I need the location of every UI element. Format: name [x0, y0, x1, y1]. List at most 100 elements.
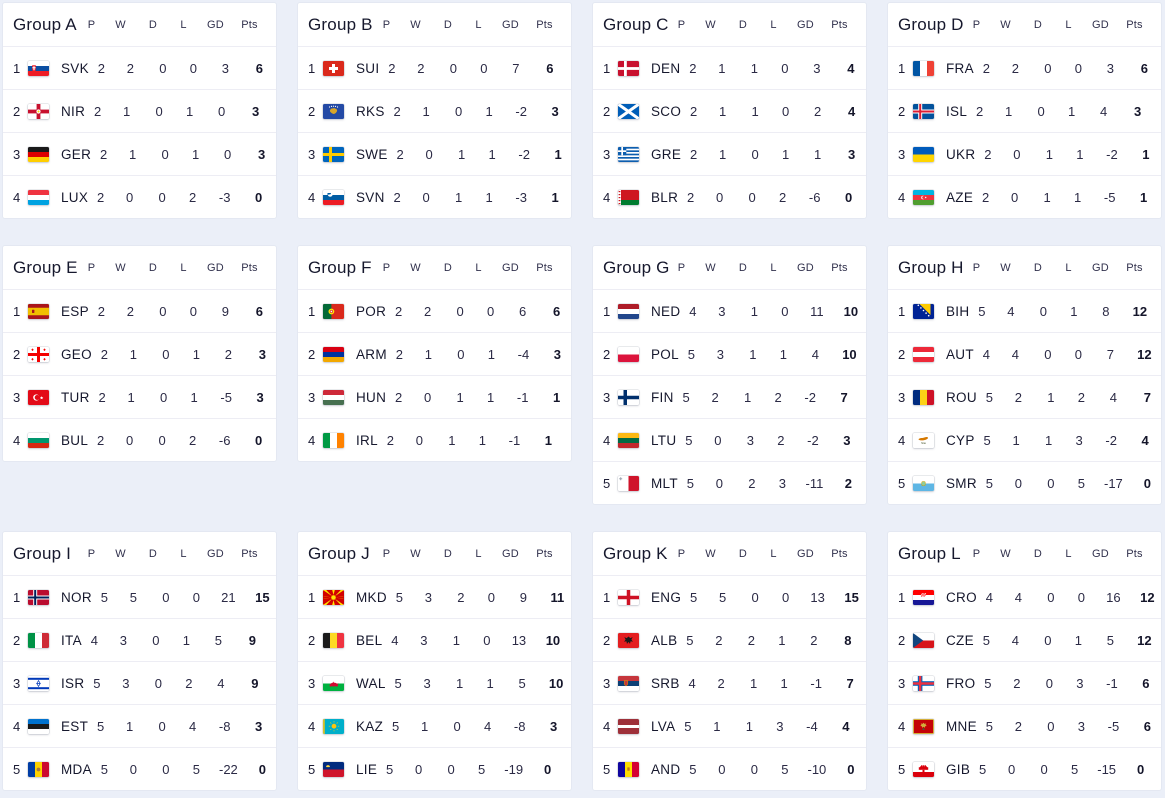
team-row[interactable]: 1 NOR 5 5 0 0 21 15 [3, 575, 276, 618]
team-code: CRO [946, 589, 977, 605]
stat-d: 0 [159, 60, 167, 76]
team-row[interactable]: 4 CYP 5 1 1 3 -2 4 [888, 418, 1161, 461]
team-row[interactable]: 4 AZE 2 0 1 1 -5 1 [888, 175, 1161, 218]
team-row[interactable]: 5 AND 5 0 0 5 -10 0 [593, 747, 866, 790]
flag-por-icon [323, 303, 353, 319]
team-row[interactable]: 3 TUR 2 1 0 1 -5 3 [3, 375, 276, 418]
team-row[interactable]: 5 MLT 5 0 2 3 -11 2 [593, 461, 866, 504]
team-rank: 2 [898, 103, 906, 119]
team-row[interactable]: 1 ENG 5 5 0 0 13 15 [593, 575, 866, 618]
team-row[interactable]: 1 ESP 2 2 0 0 9 6 [3, 289, 276, 332]
team-row[interactable]: 4 LUX 2 0 0 2 -3 0 [3, 175, 276, 218]
team-row[interactable]: 2 POL 5 3 1 1 4 10 [593, 332, 866, 375]
team-row[interactable]: 4 SVN 2 0 1 1 -3 1 [298, 175, 571, 218]
team-row[interactable]: 3 WAL 5 3 1 1 5 10 [298, 661, 571, 704]
team-code: HUN [356, 389, 387, 405]
stat-gd: 4 [1100, 103, 1108, 119]
team-row[interactable]: 4 BLR 2 0 0 2 -6 0 [593, 175, 866, 218]
team-row[interactable]: 2 GEO 2 1 0 1 2 3 [3, 332, 276, 375]
stat-gd: 3 [221, 60, 230, 76]
team-row[interactable]: 3 HUN 2 0 1 1 -1 1 [298, 375, 571, 418]
team-row[interactable]: 3 ISR 5 3 0 2 4 9 [3, 661, 276, 704]
team-row[interactable]: 3 FIN 5 2 1 2 -2 7 [593, 375, 866, 418]
column-header-gd: GD [207, 261, 224, 274]
team-code: MLT [651, 475, 678, 491]
group-card: Group B P W D L GD Pts 1 SUI 2 2 0 0 7 6 2 RKS 2 1 0 1 -2 3 3 SW… [297, 2, 572, 219]
team-code: BLR [651, 189, 679, 205]
team-code: UKR [946, 146, 976, 162]
team-row[interactable]: 2 SCO 2 1 1 0 2 4 [593, 89, 866, 132]
team-row[interactable]: 4 MNE 5 2 0 3 -5 6 [888, 704, 1161, 747]
stat-l: 0 [781, 303, 789, 319]
team-code: FIN [651, 389, 674, 405]
team-row[interactable]: 3 SRB 4 2 1 1 -1 7 [593, 661, 866, 704]
team-row[interactable]: 1 BIH 5 4 0 1 8 12 [888, 289, 1161, 332]
stat-l: 1 [778, 632, 786, 648]
group-card: Group J P W D L GD Pts 1 MKD 5 3 2 0 9 11 2 BEL 4 3 1 0 13 10 3… [297, 531, 572, 791]
team-row[interactable]: 1 MKD 5 3 2 0 9 11 [298, 575, 571, 618]
stat-pts: 1 [1142, 146, 1150, 162]
team-row[interactable]: 1 CRO 4 4 0 0 16 12 [888, 575, 1161, 618]
team-row[interactable]: 2 BEL 4 3 1 0 13 10 [298, 618, 571, 661]
team-row[interactable]: 5 MDA 5 0 0 5 -22 0 [3, 747, 276, 790]
stat-pts: 4 [842, 718, 850, 734]
team-row[interactable]: 5 SMR 5 0 0 5 -17 0 [888, 461, 1161, 504]
stat-pts: 0 [255, 189, 263, 205]
team-row[interactable]: 2 CZE 5 4 0 1 5 12 [888, 618, 1161, 661]
team-row[interactable]: 3 SWE 2 0 1 1 -2 1 [298, 132, 571, 175]
team-row[interactable]: 4 KAZ 5 1 0 4 -8 3 [298, 704, 571, 747]
team-row[interactable]: 1 NED 4 3 1 0 11 10 [593, 289, 866, 332]
team-rank: 3 [13, 675, 21, 691]
team-row[interactable]: 1 POR 2 2 0 0 6 6 [298, 289, 571, 332]
stat-d: 1 [750, 675, 758, 691]
team-row[interactable]: 4 BUL 2 0 0 2 -6 0 [3, 418, 276, 461]
team-row[interactable]: 3 FRO 5 2 0 3 -1 6 [888, 661, 1161, 704]
stat-gd: 4 [1109, 389, 1118, 405]
team-row[interactable]: 1 SVK 2 2 0 0 3 6 [3, 46, 276, 89]
stat-gd: 16 [1106, 589, 1121, 605]
team-row[interactable]: 4 LVA 5 1 1 3 -4 4 [593, 704, 866, 747]
team-row[interactable]: 2 NIR 2 1 0 1 0 3 [3, 89, 276, 132]
group-title: Group C [603, 14, 669, 34]
stat-l: 5 [1077, 475, 1086, 491]
column-header-d: D [738, 18, 748, 31]
flag-rou-icon [913, 389, 943, 405]
stat-p: 2 [395, 389, 403, 405]
stat-gd: -10 [807, 761, 827, 777]
group-title: Group K [603, 543, 668, 563]
stat-d: 0 [1047, 589, 1055, 605]
stat-d: 0 [447, 761, 455, 777]
team-row[interactable]: 1 DEN 2 1 1 0 3 4 [593, 46, 866, 89]
team-row[interactable]: 5 LIE 5 0 0 5 -19 0 [298, 747, 571, 790]
team-row[interactable]: 1 FRA 2 2 0 0 3 6 [888, 46, 1161, 89]
team-row[interactable]: 1 SUI 2 2 0 0 7 6 [298, 46, 571, 89]
team-row[interactable]: 2 ISL 2 1 0 1 4 3 [888, 89, 1161, 132]
team-rank: 2 [13, 103, 21, 119]
team-row[interactable]: 4 LTU 5 0 3 2 -2 3 [593, 418, 866, 461]
stat-pts: 0 [258, 761, 267, 777]
stat-p: 5 [687, 346, 696, 362]
team-row[interactable]: 2 AUT 4 4 0 0 7 12 [888, 332, 1161, 375]
stat-pts: 9 [251, 675, 259, 691]
stat-pts: 10 [548, 675, 564, 691]
flag-gre-icon [618, 146, 648, 162]
team-rank: 2 [13, 346, 21, 362]
team-row[interactable]: 2 ITA 4 3 0 1 5 9 [3, 618, 276, 661]
team-row[interactable]: 3 GRE 2 1 0 1 1 3 [593, 132, 866, 175]
team-code: POR [356, 303, 387, 319]
team-row[interactable]: 3 UKR 2 0 1 1 -2 1 [888, 132, 1161, 175]
column-header-pts: Pts [831, 261, 848, 274]
team-row[interactable]: 2 ARM 2 1 0 1 -4 3 [298, 332, 571, 375]
stat-w: 3 [424, 589, 433, 605]
team-row[interactable]: 4 EST 5 1 0 4 -8 3 [3, 704, 276, 747]
team-row[interactable]: 4 IRL 2 0 1 1 -1 1 [298, 418, 571, 461]
team-row[interactable]: 5 GIB 5 0 0 5 -15 0 [888, 747, 1161, 790]
team-row[interactable]: 3 ROU 5 2 1 2 4 7 [888, 375, 1161, 418]
team-row[interactable]: 3 GER 2 1 0 1 0 3 [3, 132, 276, 175]
team-row[interactable]: 2 RKS 2 1 0 1 -2 3 [298, 89, 571, 132]
stat-pts: 2 [844, 475, 853, 491]
stat-gd: -2 [804, 389, 816, 405]
stat-d: 1 [448, 432, 456, 448]
team-row[interactable]: 2 ALB 5 2 2 1 2 8 [593, 618, 866, 661]
stat-gd: -11 [805, 475, 824, 491]
